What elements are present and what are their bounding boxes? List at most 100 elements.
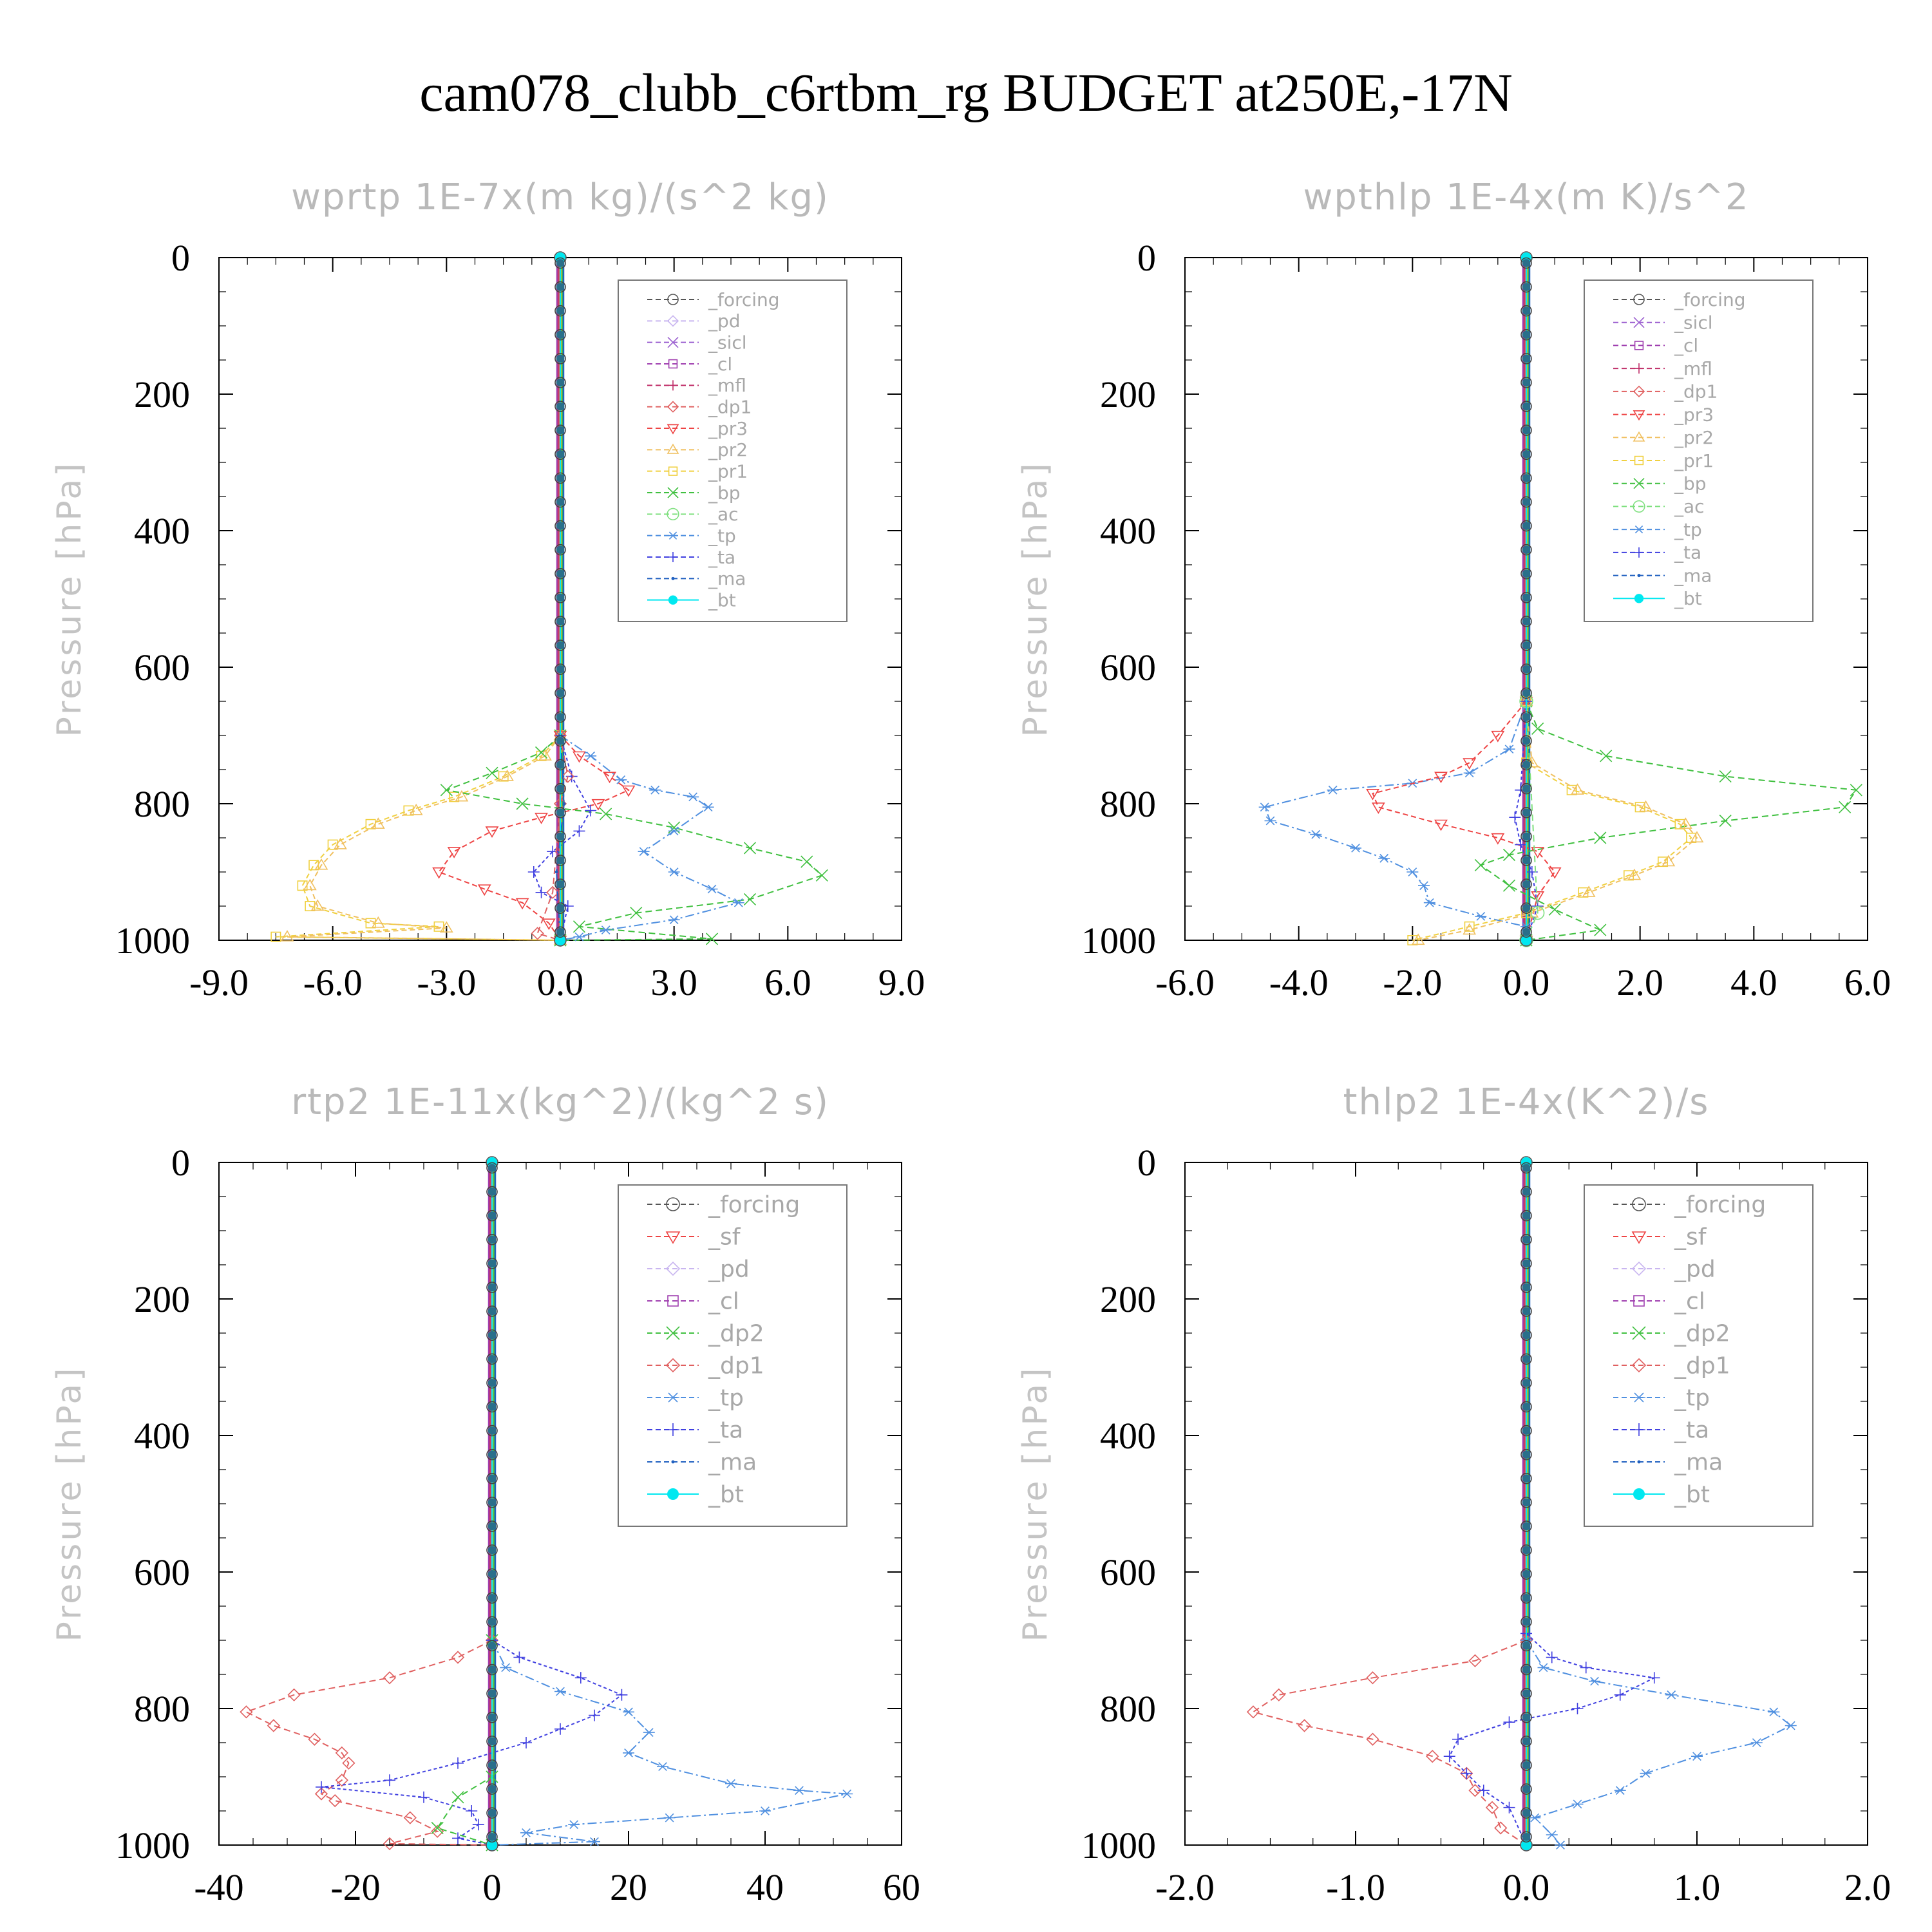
y-tick-label: 1000 (1081, 920, 1156, 961)
legend-entry-pr3: _pr3 (708, 418, 748, 439)
zero-marker-bt (488, 1642, 497, 1650)
legend-marker (1631, 1358, 1647, 1373)
y-axis-label: Pressure [hPa] (50, 1366, 89, 1642)
series-point-pr2 (1678, 817, 1692, 829)
series-point-bp (800, 855, 813, 868)
zero-marker-bt (556, 283, 565, 291)
legend-marker (1634, 363, 1644, 374)
zero-marker-bt (1522, 1283, 1531, 1292)
zero-marker-bt (556, 354, 565, 363)
zero-marker-forcing (1520, 544, 1532, 556)
series-point-dp1 (546, 886, 560, 899)
series-point-pr3 (1531, 891, 1545, 903)
y-tick-label: 200 (134, 1278, 190, 1320)
zero-marker-forcing (554, 472, 566, 484)
series-point-bp (516, 797, 529, 810)
zero-marker-forcing (1520, 1807, 1532, 1819)
zero-marker-forcing (1520, 1472, 1532, 1484)
zero-marker-bt (1522, 1569, 1531, 1578)
series-point-ta (616, 1689, 628, 1701)
series-point-pr3 (1434, 819, 1448, 831)
series-point-tp (1529, 1813, 1541, 1823)
series-point-pr1 (1407, 935, 1418, 946)
series-point-tp (1378, 853, 1390, 863)
zero-marker-bt (488, 1450, 497, 1459)
series-point-ta (1580, 1662, 1592, 1674)
legend-entry-dp1: _dp1 (708, 1353, 764, 1379)
series-point-pr3 (447, 847, 461, 858)
zero-marker-forcing (554, 711, 566, 723)
zero-marker-forcing (1520, 831, 1532, 842)
legend-marker (1631, 1231, 1647, 1244)
zero-marker-forcing (1520, 782, 1532, 795)
zero-marker-bt (556, 665, 565, 674)
series-point-pr2 (439, 921, 453, 933)
zero-marker-bt (1522, 1808, 1531, 1817)
series-point-dp1 (1494, 1821, 1508, 1835)
legend-marker (1632, 1197, 1646, 1211)
zero-marker-bt (1522, 498, 1531, 506)
series-point-dp1 (240, 1705, 253, 1719)
series-point-bp (1719, 770, 1732, 783)
series-point-pr1 (536, 750, 547, 761)
legend-entry-pd: _pd (708, 1256, 750, 1283)
legend-marker (1634, 525, 1644, 534)
y-tick-label: 800 (134, 1688, 190, 1730)
series-point-tp (1537, 1663, 1549, 1672)
series-point-dp1 (403, 1811, 417, 1824)
zero-marker-forcing (554, 592, 566, 603)
legend-marker (666, 1197, 680, 1211)
legend-marker (665, 1231, 681, 1244)
zero-marker-forcing (1520, 1448, 1532, 1461)
zero-marker-bt (488, 1761, 497, 1770)
zero-marker-bt (1522, 1761, 1531, 1770)
legend-marker (667, 1392, 679, 1403)
zero-marker-bt (1522, 784, 1531, 793)
panel-title: wpthlp 1E-4x(m K)/s^2 (1303, 176, 1749, 218)
series-point-tp (585, 751, 597, 761)
legend-entry-forcing: _forcing (1674, 1192, 1766, 1218)
series-point-tp (1503, 744, 1515, 754)
series-point-dp1 (1246, 1705, 1260, 1719)
series-point-dp1 (1366, 1671, 1379, 1685)
zero-marker-forcing (1520, 1186, 1532, 1198)
zero-marker-forcing (1520, 1162, 1532, 1174)
series-point-ta (535, 886, 547, 898)
zero-marker-forcing (1520, 1305, 1532, 1317)
legend-box (1584, 1184, 1814, 1527)
series-point-dp1 (451, 1651, 465, 1664)
series-line-dp1 (1251, 1640, 1527, 1846)
zero-marker-bt (1522, 761, 1531, 769)
series-point-tp (1785, 1721, 1797, 1730)
zero-marker-bt (1522, 1164, 1531, 1172)
zero-marker-forcing (486, 1305, 498, 1317)
legend-marker (667, 1423, 679, 1436)
legend-marker (665, 1358, 681, 1373)
legend-marker (666, 1326, 680, 1340)
legend-marker (667, 1295, 679, 1307)
series-point-bt (1520, 1839, 1532, 1851)
series-point-pr2 (1690, 831, 1704, 843)
zero-marker-bt (1522, 1450, 1531, 1459)
series-point-ta (1515, 838, 1527, 851)
zero-marker-forcing (1520, 472, 1532, 484)
series-point-tp (643, 1728, 655, 1737)
zero-marker-bt (556, 593, 565, 602)
zero-marker-bt (556, 617, 565, 626)
y-tick-label: 1000 (1081, 1824, 1156, 1866)
series-point-bp (1594, 923, 1607, 936)
series-point-ta (472, 1819, 484, 1831)
y-tick-label: 600 (134, 1551, 190, 1593)
series-point-pr1 (297, 880, 308, 891)
x-tick-label: 4.0 (1730, 961, 1777, 1003)
zero-marker-forcing (554, 663, 566, 675)
zero-marker-bt (1522, 1403, 1531, 1411)
legend-entry-sicl: _sicl (1674, 312, 1713, 334)
series-point-tp (1750, 1738, 1763, 1747)
series-point-tp (1475, 912, 1487, 921)
zero-marker-forcing (1520, 1616, 1532, 1628)
zero-marker-bt (1522, 1713, 1531, 1722)
series-point-tp (568, 1820, 580, 1830)
zero-marker-forcing (554, 305, 566, 317)
